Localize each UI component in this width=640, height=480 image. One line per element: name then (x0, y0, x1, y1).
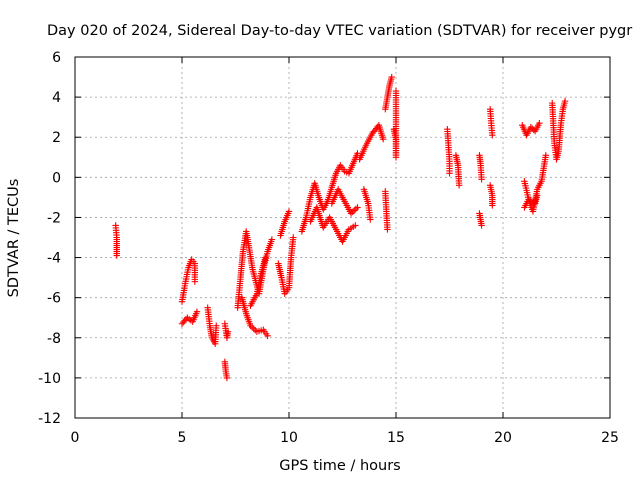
y-tick-label: 4 (52, 90, 61, 106)
y-tick-label: 2 (52, 130, 61, 146)
x-tick-label: 0 (71, 430, 80, 446)
data-point (264, 332, 271, 339)
data-point (392, 87, 400, 95)
data-point (542, 152, 549, 159)
data-point (354, 204, 361, 211)
x-tick-label: 15 (387, 430, 405, 446)
data-point (213, 322, 220, 329)
data-point (489, 132, 496, 139)
x-tick-label: 5 (178, 430, 187, 446)
chart-title: Day 020 of 2024, Sidereal Day-to-day VTE… (47, 23, 632, 39)
data-point (455, 182, 463, 189)
plot-frame (74, 56, 611, 419)
data-point (193, 308, 201, 315)
y-tick-label: 0 (52, 170, 61, 186)
y-tick-label: 6 (52, 50, 61, 66)
data-point (534, 192, 541, 199)
data-point (223, 374, 231, 382)
data-point (224, 328, 232, 335)
axis-ticks: 0 5 10 15 20 25 -12 -10 -8 -6 -4 -2 0 2 4 6 (38, 50, 619, 446)
data-point (446, 170, 453, 177)
data-point (352, 205, 360, 213)
x-axis-label: GPS time / hours (279, 458, 400, 474)
y-tick-label: -12 (38, 411, 61, 427)
data-point (290, 234, 297, 241)
y-tick-label: -10 (38, 371, 61, 387)
data-point (367, 216, 374, 223)
data-point (268, 236, 276, 243)
data-point (113, 252, 120, 259)
data-point (489, 202, 496, 209)
data-point (536, 119, 543, 127)
y-tick-label: -6 (47, 291, 61, 307)
data-point (262, 254, 269, 261)
y-tick-label: -2 (47, 210, 61, 226)
x-tick-label: 20 (494, 430, 512, 446)
y-tick-label: -4 (47, 251, 61, 267)
data-point (352, 222, 359, 229)
data-point (285, 208, 293, 215)
data-point (252, 327, 259, 334)
data-point (561, 97, 569, 105)
x-tick-label: 10 (280, 430, 298, 446)
data-points (112, 73, 569, 382)
data-point (379, 136, 387, 143)
data-point (351, 207, 358, 214)
y-axis-label: SDTVAR / TECUs (6, 179, 22, 298)
data-point (384, 226, 391, 233)
data-point (478, 176, 485, 183)
x-tick-label: 25 (601, 430, 619, 446)
data-point (191, 278, 199, 285)
data-point (388, 73, 395, 81)
y-tick-label: -8 (47, 331, 61, 347)
data-point (478, 222, 485, 229)
